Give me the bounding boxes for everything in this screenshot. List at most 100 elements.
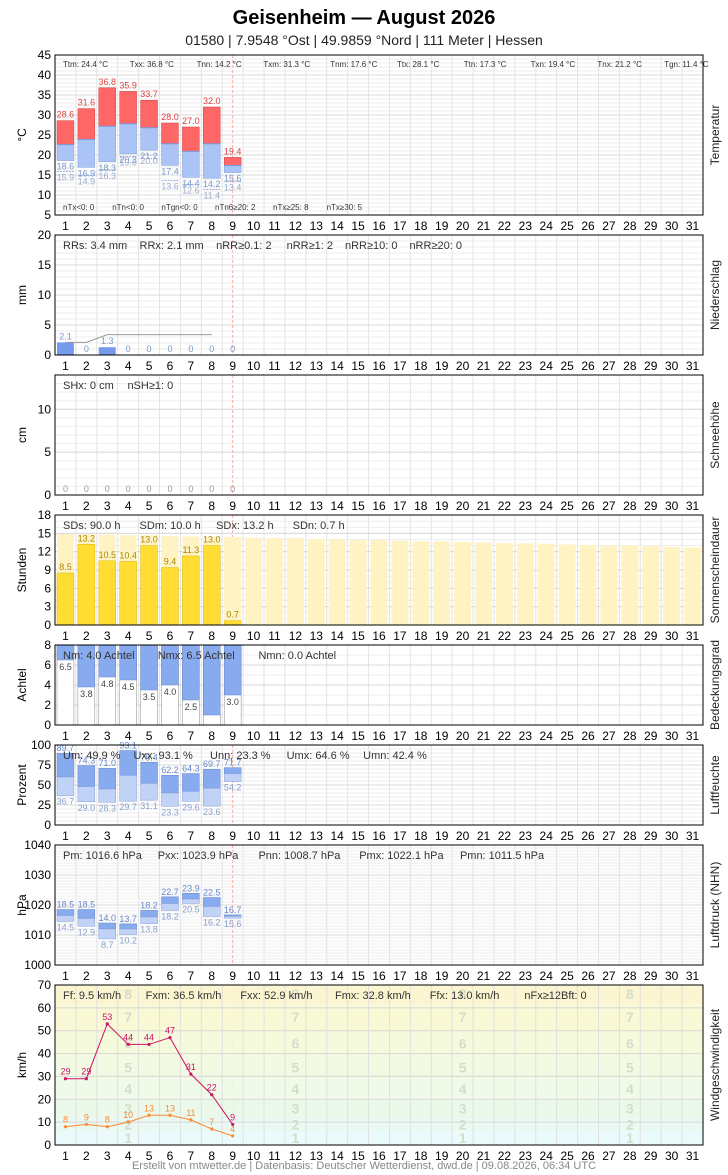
y-axis-label: hPa [15,894,29,916]
x-tick-label: 26 [581,969,595,983]
x-tick-label: 20 [456,1149,470,1160]
data-label: 53 [102,1012,112,1022]
humidity-max-bar [223,767,242,775]
daylength-bar [475,542,492,625]
y-tick-label: 15 [38,526,52,540]
data-label: 2.1 [59,331,72,341]
x-tick-label: 3 [104,499,111,513]
beaufort-band [55,1117,703,1132]
humidity-max-bar [182,773,200,792]
x-tick-label: 1 [62,629,69,643]
data-label: 23.9 [182,883,200,893]
x-tick-label: 30 [665,499,679,513]
y-tick-label: 60 [38,1001,52,1015]
wind-point [168,1035,172,1040]
beaufort-label: 5 [626,1059,634,1075]
humidity-min-bar [140,783,158,801]
beaufort-label: 7 [124,1009,132,1025]
x-tick-label: 12 [289,829,303,843]
plot-border [54,984,704,1146]
data-label: 13 [144,1103,154,1113]
y-tick-label: 100 [31,738,51,752]
stat-label: Pnn: 1008.7 hPa [258,850,341,862]
count-label: nTx≥30: 5 [327,203,363,212]
x-tick-label: 11 [268,219,281,233]
x-tick-label: 12 [289,629,303,643]
stat-label: Umn: 42.4 % [363,750,427,762]
humidity-min-bar [203,787,221,807]
x-tick-label: 1 [62,219,69,233]
x-tick-label: 11 [268,359,281,373]
stat-label: Unn: 23.3 % [210,750,271,762]
daylength-bar [558,544,576,625]
beaufort-band [55,985,703,1004]
x-tick-label: 30 [665,729,679,743]
x-tick-label: 28 [623,969,637,983]
x-tick-label: 14 [331,219,345,233]
y-tick-label: 10 [38,188,52,202]
y-tick-label: 4 [44,678,51,692]
stat-label: SDx: 13.2 h [216,520,273,532]
wind-point [63,1125,68,1129]
data-label: 0 [230,484,235,494]
x-tick-label: 26 [581,219,595,233]
count-label: nTgn<0: 0 [161,203,198,212]
tmin-bar [161,143,179,166]
x-tick-label: 12 [289,969,303,983]
x-tick-label: 4 [125,499,132,513]
x-tick-label: 29 [644,729,658,743]
beaufort-label: 8 [626,986,634,1002]
x-tick-label: 26 [581,1149,595,1160]
beaufort-label: 3 [291,1100,299,1116]
x-tick-label: 23 [519,969,533,983]
x-tick-label: 30 [665,219,679,233]
x-tick-label: 9 [229,629,236,643]
y-tick-label: 5 [44,445,51,459]
data-label: 13.8 [140,925,158,935]
data-label: 13 [165,1103,175,1113]
x-tick-label: 11 [268,969,281,983]
x-tick-label: 25 [560,969,574,983]
x-tick-label: 25 [560,1149,574,1160]
plot-border [54,514,704,626]
x-tick-label: 4 [125,1149,132,1160]
humidity-min-bar [182,791,200,802]
x-tick-label: 1 [62,729,69,743]
pressure-min-bar [223,916,242,919]
beaufort-label: 3 [626,1100,634,1116]
wind-point [210,1093,214,1097]
data-label: 89.7 [57,743,75,753]
pressure-min-bar [98,928,116,940]
x-tick-label: 17 [393,729,407,743]
x-tick-label: 20 [456,359,470,373]
beaufort-label: 3 [459,1100,467,1116]
x-tick-label: 31 [686,359,700,373]
data-label: 71.0 [98,758,116,768]
x-tick-label: 16 [372,729,386,743]
x-tick-label: 10 [247,359,261,373]
y-tick-label: 10 [38,288,52,302]
stat-label: RRs: 3.4 mm [63,240,127,252]
x-tick-label: 21 [477,1149,491,1160]
data-label: 93.1 [119,741,137,751]
x-tick-label: 2 [83,219,90,233]
beaufort-band [55,1055,703,1079]
x-tick-label: 25 [560,219,574,233]
x-tick-label: 27 [602,829,616,843]
x-tick-label: 14 [331,829,345,843]
daylength-bar [454,541,472,625]
x-tick-label: 24 [540,219,554,233]
x-tick-label: 13 [310,969,324,983]
x-tick-label: 3 [104,629,111,643]
beaufort-label: 4 [459,1081,467,1097]
tmax-bar [77,108,96,140]
data-label: 22.5 [203,888,221,898]
data-label: 3.0 [226,697,239,707]
data-label: 13.7 [119,914,137,924]
y-tick-label: 5 [44,318,51,332]
x-tick-label: 21 [477,359,491,373]
x-tick-label: 7 [188,359,195,373]
data-label: 15.6 [224,174,242,184]
x-tick-label: 31 [686,629,700,643]
x-tick-label: 16 [372,969,386,983]
